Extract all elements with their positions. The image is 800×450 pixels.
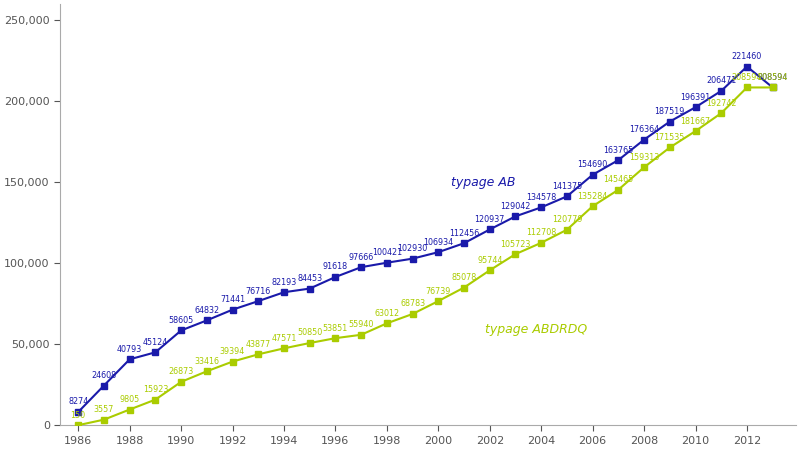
Text: 187519: 187519 [654,107,685,116]
Text: 95744: 95744 [477,256,502,265]
Text: 196391: 196391 [680,93,710,102]
Text: 208594: 208594 [758,73,788,82]
Text: 64832: 64832 [194,306,219,315]
Text: 154690: 154690 [578,160,608,169]
Text: 26873: 26873 [169,367,194,376]
Text: 141375: 141375 [552,182,582,191]
Text: 176364: 176364 [629,125,659,134]
Text: 135284: 135284 [578,192,608,201]
Text: 106934: 106934 [423,238,454,247]
Text: 145465: 145465 [603,175,634,184]
Text: typage ABDRDQ: typage ABDRDQ [485,323,587,336]
Text: 112708: 112708 [526,228,556,237]
Text: 82193: 82193 [271,278,297,287]
Text: 129042: 129042 [500,202,530,211]
Text: 208594: 208594 [732,73,762,82]
Text: 71441: 71441 [220,295,245,304]
Text: 181667: 181667 [681,117,710,126]
Text: 112456: 112456 [449,229,479,238]
Text: 39394: 39394 [220,347,245,356]
Text: 55940: 55940 [349,320,374,329]
Text: 68783: 68783 [400,299,425,308]
Text: 63012: 63012 [374,309,399,318]
Text: 100421: 100421 [372,248,402,257]
Text: 150: 150 [70,410,86,419]
Text: 84453: 84453 [297,274,322,283]
Text: 97666: 97666 [349,252,374,261]
Text: 171535: 171535 [654,133,685,142]
Text: 85078: 85078 [451,273,477,282]
Text: 9805: 9805 [119,395,140,404]
Text: 50850: 50850 [297,328,322,338]
Text: 91618: 91618 [323,262,348,271]
Text: 33416: 33416 [194,357,219,366]
Text: 8274: 8274 [68,397,88,406]
Text: 206471: 206471 [706,76,736,86]
Text: 163765: 163765 [603,145,634,154]
Text: 76739: 76739 [426,287,451,296]
Text: 120937: 120937 [474,215,505,224]
Text: 76716: 76716 [246,287,271,296]
Text: 192742: 192742 [706,99,737,108]
Text: 43877: 43877 [246,340,271,349]
Text: 120779: 120779 [552,215,582,224]
Text: 53851: 53851 [322,324,348,333]
Text: 102930: 102930 [398,244,428,253]
Text: 134578: 134578 [526,193,556,202]
Text: 15923: 15923 [142,385,168,394]
Text: 105723: 105723 [500,239,530,248]
Text: 208594: 208594 [758,73,788,82]
Text: 221460: 221460 [732,52,762,61]
Text: 40793: 40793 [117,345,142,354]
Text: 45124: 45124 [142,338,168,347]
Text: 58605: 58605 [169,316,194,325]
Text: 159313: 159313 [629,153,659,162]
Text: 3557: 3557 [94,405,114,414]
Text: 24608: 24608 [91,371,117,380]
Text: 47571: 47571 [271,334,297,343]
Text: typage AB: typage AB [451,176,516,189]
